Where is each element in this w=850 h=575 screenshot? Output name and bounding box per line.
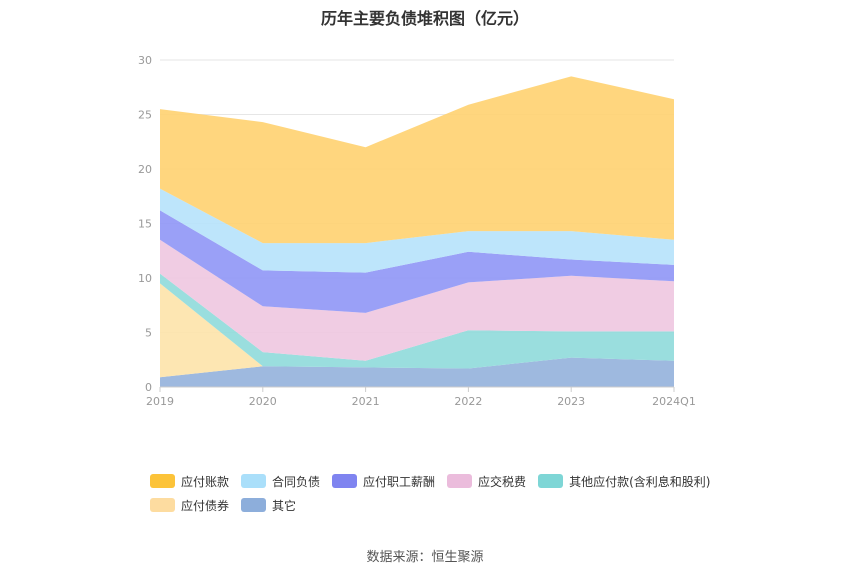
y-tick-label: 0 xyxy=(145,381,152,394)
legend-swatch xyxy=(241,498,267,512)
x-axis: 2019 2020 2021 2022 2023 2024Q1 xyxy=(146,386,696,408)
y-tick-label: 20 xyxy=(138,163,152,176)
y-axis: 0 5 10 15 20 25 30 xyxy=(138,54,152,394)
legend-item[interactable]: 应付债券 xyxy=(150,496,229,514)
legend-item[interactable]: 其他应付款(含利息和股利) xyxy=(538,472,710,490)
stacked-area-chart: 0 5 10 15 20 25 30 2019 2020 2021 2022 2023 2024Q1 xyxy=(138,54,696,408)
legend-item[interactable]: 合同负债 xyxy=(241,472,320,490)
area-series-2[interactable] xyxy=(160,273,674,369)
chart-title: 历年主要负债堆积图（亿元） xyxy=(320,9,529,28)
legend-label: 合同负债 xyxy=(272,474,321,489)
legend-label: 应付账款 xyxy=(181,474,230,489)
legend: 应付账款 合同负债 应付职工薪酬 应交税费 其他应付款(含利息和股利) 应付债券 其它 xyxy=(150,472,750,514)
legend-label: 其它 xyxy=(272,498,297,513)
legend-swatch xyxy=(447,474,473,488)
legend-item[interactable]: 应付账款 xyxy=(150,472,229,490)
legend-item[interactable]: 应交税费 xyxy=(447,472,526,490)
y-tick-label: 5 xyxy=(145,327,152,340)
x-tick-label: 2021 xyxy=(352,395,380,408)
legend-swatch xyxy=(150,498,175,512)
legend-item[interactable]: 其它 xyxy=(241,496,296,514)
y-tick-label: 15 xyxy=(138,218,152,231)
area-series-6[interactable] xyxy=(160,76,674,244)
area-series-3[interactable] xyxy=(160,239,674,361)
x-tick-label: 2022 xyxy=(454,395,482,408)
area-series xyxy=(160,76,674,387)
legend-label: 应付债券 xyxy=(181,498,230,513)
area-series-5[interactable] xyxy=(160,188,674,273)
y-tick-label: 25 xyxy=(138,109,152,122)
area-series-0[interactable] xyxy=(160,357,674,387)
x-tick-label: 2020 xyxy=(249,395,277,408)
x-tick-label: 2023 xyxy=(557,395,585,408)
legend-swatch xyxy=(538,474,564,488)
legend-item[interactable]: 应付职工薪酬 xyxy=(332,472,435,490)
x-tick-label: 2019 xyxy=(146,395,174,408)
legend-label: 其他应付款(含利息和股利) xyxy=(569,474,711,489)
legend-swatch xyxy=(332,474,358,488)
source-note: 数据来源：恒生聚源 xyxy=(366,550,484,565)
area-series-4[interactable] xyxy=(160,210,674,313)
legend-label: 应交税费 xyxy=(478,474,527,489)
x-tick-label: 2024Q1 xyxy=(652,395,696,408)
legend-swatch xyxy=(150,474,175,488)
y-tick-label: 30 xyxy=(138,54,152,67)
area-series-1[interactable] xyxy=(160,283,674,378)
legend-swatch xyxy=(241,474,267,488)
legend-label: 应付职工薪酬 xyxy=(363,474,436,489)
y-tick-label: 10 xyxy=(138,272,152,285)
